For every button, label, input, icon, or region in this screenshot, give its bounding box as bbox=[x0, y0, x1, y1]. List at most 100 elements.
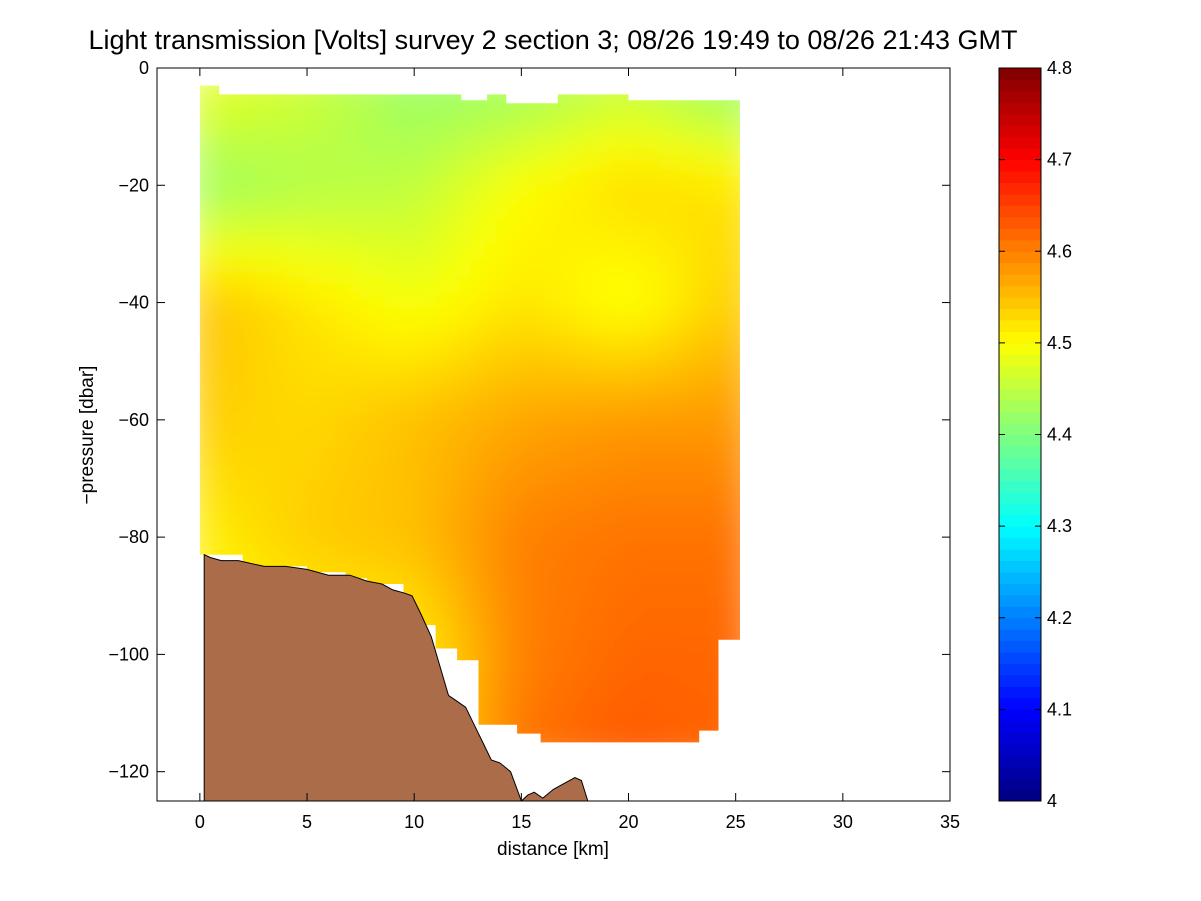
field-cell bbox=[735, 419, 740, 436]
field-cell bbox=[521, 507, 533, 524]
field-cell bbox=[628, 683, 640, 699]
field-cell bbox=[682, 537, 694, 553]
field-cell bbox=[349, 214, 362, 230]
field-cell bbox=[649, 595, 662, 612]
field-cell bbox=[714, 273, 726, 289]
field-cell bbox=[596, 595, 608, 612]
field-cell bbox=[574, 331, 587, 348]
field-cell bbox=[360, 434, 372, 450]
field-cell bbox=[307, 287, 319, 304]
colorbar-band bbox=[999, 182, 1041, 195]
field-cell bbox=[221, 478, 233, 494]
field-cell bbox=[435, 111, 447, 128]
field-cell bbox=[296, 258, 308, 274]
field-cell bbox=[424, 507, 437, 524]
field-cell bbox=[317, 243, 330, 260]
field-cell bbox=[414, 302, 426, 318]
field-cell bbox=[221, 375, 233, 392]
field-cell bbox=[296, 551, 308, 568]
field-cell bbox=[628, 581, 640, 597]
field-cell bbox=[542, 214, 555, 230]
field-cell bbox=[285, 97, 297, 113]
field-cell bbox=[328, 434, 340, 450]
field-cell bbox=[724, 522, 737, 538]
colorbar-band bbox=[999, 709, 1041, 722]
field-cell bbox=[424, 155, 437, 172]
field-cell bbox=[424, 258, 437, 274]
field-cell bbox=[639, 537, 651, 553]
field-cell bbox=[714, 229, 726, 245]
field-cell bbox=[478, 199, 490, 216]
colorbar-band bbox=[999, 434, 1041, 447]
field-cell bbox=[403, 478, 415, 494]
field-cell bbox=[199, 537, 212, 553]
field-cell bbox=[574, 727, 587, 743]
field-cell bbox=[210, 155, 222, 172]
field-cell bbox=[628, 229, 640, 245]
field-cell bbox=[392, 273, 405, 289]
field-cell bbox=[510, 625, 522, 641]
field-cell bbox=[671, 317, 683, 333]
field-cell bbox=[349, 302, 362, 318]
field-cell bbox=[328, 170, 340, 186]
field-cell bbox=[478, 111, 490, 128]
field-cell bbox=[585, 449, 597, 465]
field-cell bbox=[607, 346, 619, 362]
field-cell bbox=[210, 405, 222, 421]
chart-title: Light transmission [Volts] survey 2 sect… bbox=[88, 25, 1017, 55]
field-cell bbox=[382, 287, 394, 304]
field-cell bbox=[489, 507, 501, 524]
field-cell bbox=[457, 595, 469, 612]
field-cell bbox=[714, 507, 726, 524]
field-cell bbox=[628, 287, 640, 304]
field-cell bbox=[607, 625, 619, 641]
field-cell bbox=[735, 522, 740, 538]
field-cell bbox=[489, 419, 501, 436]
field-cell bbox=[735, 258, 740, 274]
field-cell bbox=[628, 419, 640, 436]
field-cell bbox=[542, 170, 555, 186]
x-tick-label: 30 bbox=[833, 812, 853, 832]
field-cell bbox=[574, 317, 587, 333]
field-cell bbox=[617, 331, 630, 348]
field-cell bbox=[478, 258, 490, 274]
field-cell bbox=[199, 243, 212, 260]
field-cell bbox=[296, 434, 308, 450]
field-cell bbox=[210, 229, 222, 245]
field-cell bbox=[264, 287, 276, 304]
field-cell bbox=[639, 654, 651, 670]
field-cell bbox=[682, 199, 694, 216]
field-cell bbox=[478, 683, 490, 699]
field-cell bbox=[703, 522, 715, 538]
field-cell bbox=[564, 287, 576, 304]
colorbar-band bbox=[999, 319, 1041, 332]
field-cell bbox=[446, 331, 458, 348]
field-cell bbox=[617, 111, 630, 128]
field-cell bbox=[521, 199, 533, 216]
field-cell bbox=[510, 331, 522, 348]
field-cell bbox=[328, 463, 340, 480]
x-axis-label: distance [km] bbox=[497, 839, 609, 860]
field-cell bbox=[210, 507, 222, 524]
field-cell bbox=[724, 625, 737, 641]
field-cell bbox=[639, 331, 651, 348]
field-cell bbox=[446, 449, 458, 465]
field-cell bbox=[221, 185, 233, 201]
field-cell bbox=[542, 97, 555, 113]
field-cell bbox=[607, 390, 619, 406]
field-cell bbox=[489, 566, 501, 582]
field-cell bbox=[349, 229, 362, 245]
field-cell bbox=[392, 493, 405, 509]
field-cell bbox=[435, 155, 447, 172]
field-cell bbox=[499, 551, 512, 568]
field-cell bbox=[671, 478, 683, 494]
field-cell bbox=[735, 126, 740, 142]
field-cell bbox=[703, 419, 715, 436]
field-cell bbox=[660, 581, 672, 597]
field-cell bbox=[221, 287, 233, 304]
field-cell bbox=[682, 346, 694, 362]
field-cell bbox=[660, 155, 672, 172]
field-cell bbox=[671, 727, 683, 743]
colorbar-band bbox=[999, 159, 1041, 172]
field-cell bbox=[660, 229, 672, 245]
